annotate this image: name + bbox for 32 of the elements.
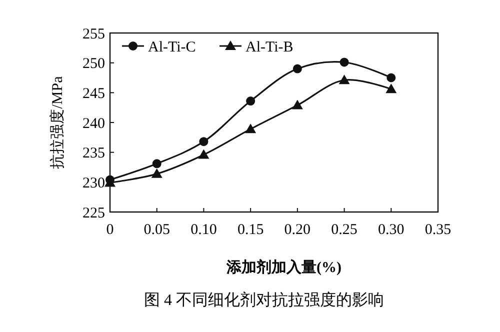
point (246, 96, 256, 106)
x-tick-label: 0.15 (237, 222, 264, 238)
y-tick-label: 255 (82, 26, 105, 42)
y-tick-label: 225 (82, 205, 105, 222)
point (340, 58, 349, 67)
x-tick-label: 0.20 (284, 222, 311, 238)
point (245, 124, 256, 134)
point (292, 64, 302, 74)
point (338, 74, 350, 84)
x-tick-label: 0.35 (424, 222, 452, 238)
point (386, 73, 396, 82)
point (198, 149, 210, 159)
y-tick-label: 250 (82, 56, 105, 72)
point (199, 137, 208, 146)
x-tick-label: 0.10 (190, 222, 217, 238)
point (151, 168, 162, 178)
x-axis-title: 添加剂加入量(%) (226, 258, 342, 276)
y-tick-label: 230 (82, 175, 105, 192)
y-tick-label: 245 (82, 86, 105, 102)
point (152, 159, 162, 168)
y-tick-label: 235 (82, 146, 105, 162)
x-tick-label: 0 (106, 222, 114, 238)
legend-label: Al-Ti-B (246, 39, 294, 56)
legend-label: Al-Ti-C (148, 39, 196, 56)
x-tick-label: 0.05 (144, 222, 170, 238)
point (292, 100, 303, 110)
x-tick-label: 0.25 (331, 222, 358, 238)
x-tick-label: 0.30 (378, 222, 404, 238)
y-axis-title: 抗拉强度/MPa (49, 76, 66, 169)
text: 图 4 不同细化剂对抗拉强度的影响 (144, 291, 384, 309)
y-tick-label: 240 (82, 116, 105, 132)
point (386, 84, 397, 94)
